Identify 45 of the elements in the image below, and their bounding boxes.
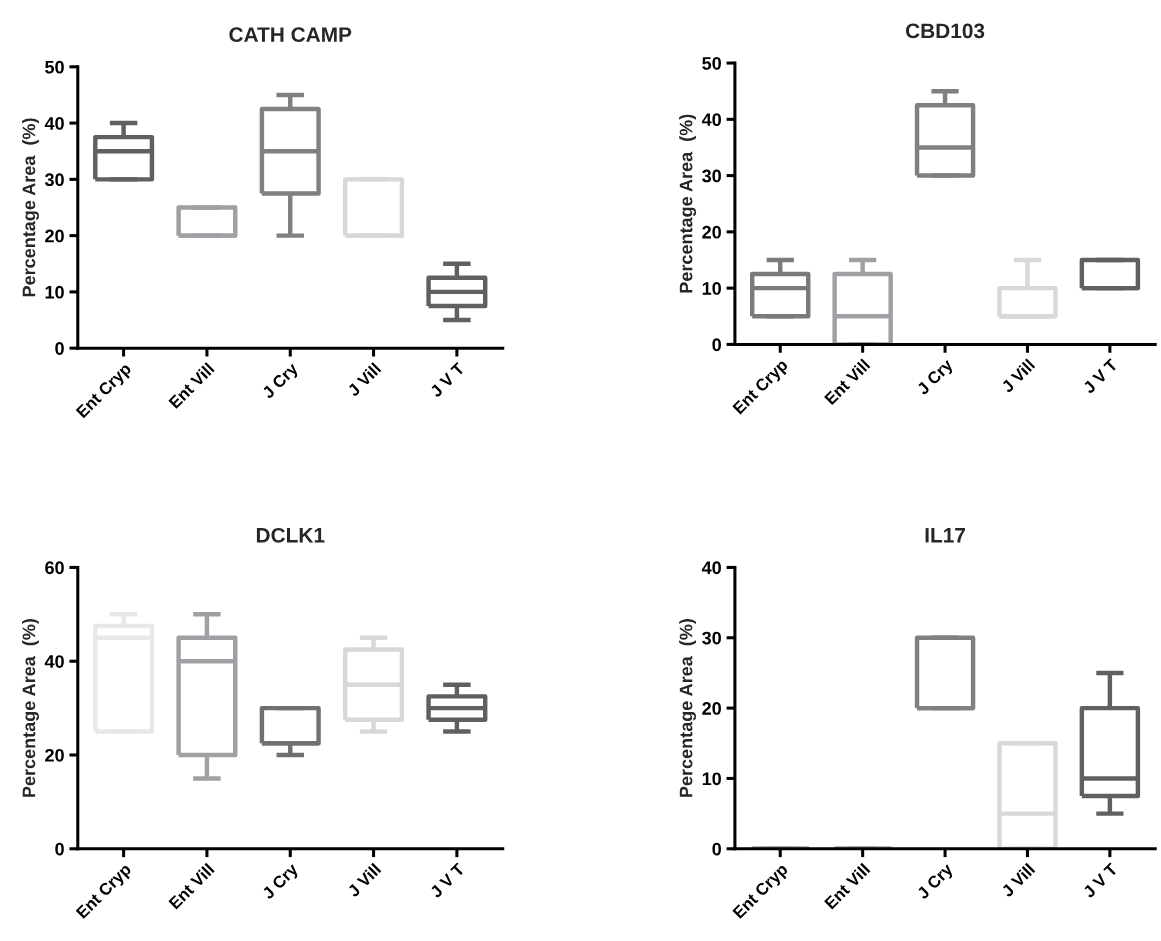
y-tick-label: 10 [702, 772, 721, 786]
x-tick-label: J Vill [346, 362, 382, 398]
y-tick-label: 0 [55, 842, 64, 856]
x-tick-label: J V T [1082, 862, 1119, 899]
y-tick-label: 30 [44, 173, 64, 187]
x-tick-label: Ent Vill [823, 862, 871, 910]
y-axis-title: Percentage Area (%) [679, 619, 697, 797]
y-tick-label: 20 [45, 229, 64, 243]
y-tick-label: 40 [44, 117, 64, 130]
x-tick-label: J Cry [261, 862, 302, 903]
y-tick-label: 0 [55, 342, 64, 355]
chart-title: DCLK1 [256, 527, 325, 543]
y-tick-label: 10 [702, 282, 721, 295]
y-tick-label: 20 [702, 225, 721, 239]
x-tick-label: J Cry [916, 862, 956, 903]
y-tick-label: 60 [45, 561, 64, 575]
chart-title: CATH CAMP [229, 27, 352, 43]
x-tick-label: J V T [1082, 358, 1119, 395]
y-tick-label: 30 [702, 169, 721, 183]
y-tick-label: 20 [702, 702, 721, 715]
x-tick-label: J Cry [916, 357, 956, 398]
x-tick-label: Ent Vill [167, 362, 215, 409]
x-tick-label: Ent Vill [167, 862, 215, 910]
chart-title: IL17 [925, 528, 965, 543]
y-tick-label: 40 [701, 561, 721, 575]
x-tick-label: J Vill [1000, 358, 1036, 394]
y-tick-label: 50 [45, 60, 64, 74]
y-axis-title: Percentage Area (%) [22, 118, 39, 297]
y-tick-label: 30 [702, 631, 721, 645]
x-tick-label: J Vill [1000, 862, 1036, 898]
y-tick-label: 40 [701, 113, 721, 127]
x-tick-label: J V T [429, 361, 466, 398]
y-axis-title: Percentage Area (%) [22, 619, 39, 797]
y-axis-title: Percentage Area (%) [679, 114, 697, 293]
x-tick-label: J V T [429, 862, 466, 899]
x-tick-label: J Cry [261, 361, 302, 402]
x-tick-label: J Vill [346, 862, 382, 898]
y-tick-label: 0 [712, 842, 721, 856]
y-tick-label: 0 [712, 338, 721, 352]
y-tick-label: 40 [44, 655, 64, 668]
chart-title: CBD103 [905, 23, 985, 39]
y-tick-label: 20 [45, 748, 64, 762]
y-tick-label: 10 [45, 285, 64, 299]
y-tick-label: 50 [702, 56, 721, 70]
x-tick-label: Ent Vill [823, 358, 871, 406]
